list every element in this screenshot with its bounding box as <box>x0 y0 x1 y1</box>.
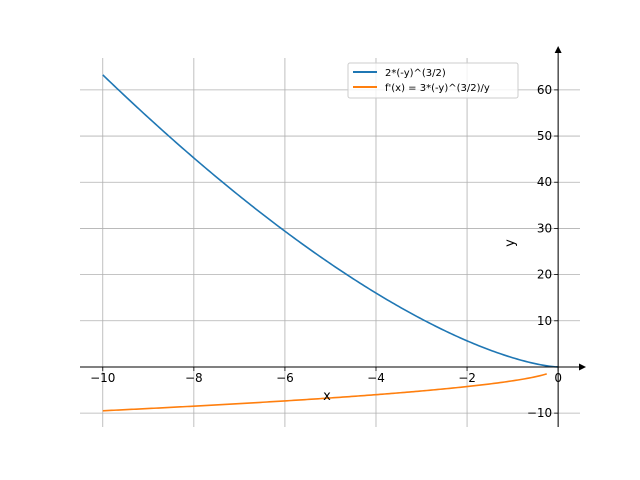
legend-label-series-1: 2*(-y)^(3/2) <box>385 68 446 79</box>
x-tick-label: −4 <box>367 371 385 385</box>
y-tick-label: −10 <box>527 406 552 420</box>
x-axis-arrow <box>579 363 586 371</box>
x-tick-label: −8 <box>185 371 203 385</box>
y-tick-label: 20 <box>537 268 552 282</box>
y-axis-label: y <box>503 239 518 247</box>
series-lines <box>102 74 559 412</box>
x-tick-label: 0 <box>554 371 562 385</box>
series-line-2 <box>102 373 547 412</box>
x-tick-label: −6 <box>276 371 294 385</box>
series-line-1 <box>102 74 559 368</box>
y-tick-label: 40 <box>537 175 552 189</box>
ticks: −10 −8 −6 −4 −2 0 −10 10 20 30 40 50 60 <box>90 83 562 420</box>
axes <box>80 46 586 427</box>
y-tick-label: 50 <box>537 129 552 143</box>
x-tick-label: −10 <box>90 371 115 385</box>
y-tick-label: 10 <box>537 314 552 328</box>
legend: 2*(-y)^(3/2) f'(x) = 3*(-y)^(3/2)/y <box>347 62 519 99</box>
legend-box <box>347 62 519 99</box>
x-tick-label: −2 <box>458 371 476 385</box>
x-axis-label: x <box>323 389 331 404</box>
legend-label-series-2: f'(x) = 3*(-y)^(3/2)/y <box>385 83 490 94</box>
y-tick-label: 30 <box>537 221 552 235</box>
y-tick-label: 60 <box>537 83 552 97</box>
y-axis-arrow <box>554 46 562 53</box>
